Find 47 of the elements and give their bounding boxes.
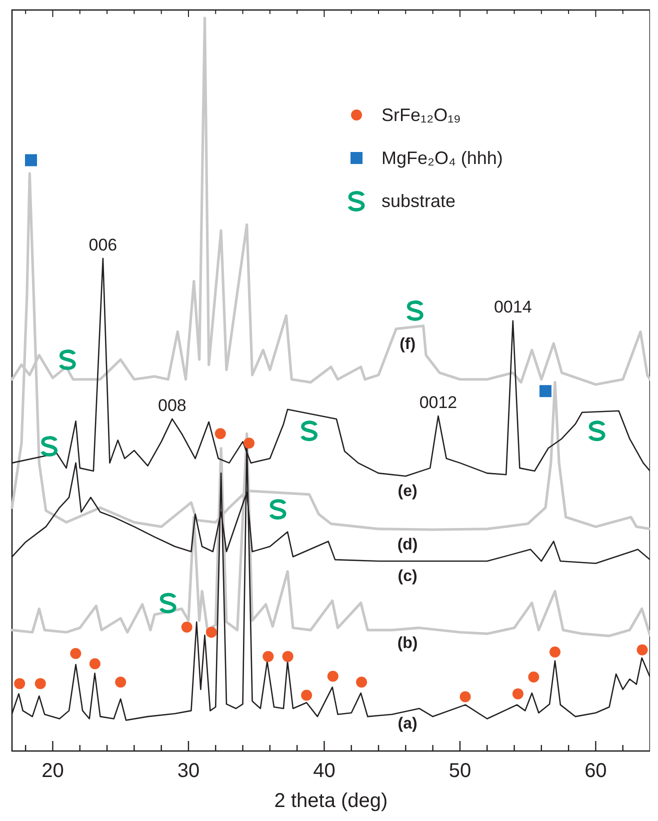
x-tick-label: 60	[584, 760, 607, 782]
point	[549, 646, 560, 658]
point	[528, 671, 540, 682]
point	[244, 438, 255, 449]
point	[300, 420, 318, 442]
annotation: 008	[158, 396, 186, 415]
point	[25, 154, 38, 166]
series-label: (c)	[398, 568, 418, 586]
series-label: (e)	[398, 483, 418, 500]
point	[115, 676, 126, 688]
point	[40, 436, 58, 456]
series-label: (d)	[397, 536, 418, 554]
point	[282, 650, 294, 662]
point	[214, 428, 226, 440]
point	[159, 592, 176, 614]
point	[206, 626, 217, 638]
point	[14, 678, 26, 690]
point	[356, 676, 368, 688]
point	[70, 648, 82, 660]
legend-label: substrate	[382, 191, 456, 211]
point	[181, 622, 192, 633]
series-label: (b)	[397, 634, 418, 652]
point	[89, 658, 100, 670]
x-tick-label: 20	[42, 760, 64, 782]
x-tick-label: 40	[313, 760, 336, 782]
series-label: (f)	[400, 336, 416, 353]
point	[58, 350, 76, 370]
annotation: 0014	[494, 298, 532, 317]
legend-label: MgFe₂O₄ (hhh)	[382, 148, 503, 168]
point	[301, 690, 312, 701]
x-tick-label: 50	[448, 760, 472, 782]
point	[636, 644, 648, 656]
point	[34, 678, 46, 690]
point	[262, 650, 274, 662]
point	[406, 300, 424, 321]
annotation: 006	[88, 235, 118, 254]
x-tick-label: 30	[177, 760, 200, 782]
point	[539, 385, 552, 398]
annotation: 0012	[419, 393, 458, 412]
point	[460, 691, 471, 702]
series-label: (a)	[398, 715, 418, 732]
point	[588, 420, 606, 442]
point	[327, 670, 338, 682]
point	[269, 499, 286, 520]
x-axis-title: 2 theta (deg)	[274, 790, 388, 812]
point	[512, 688, 524, 700]
legend-label: SrFe₁₂O₁₉	[382, 105, 461, 125]
